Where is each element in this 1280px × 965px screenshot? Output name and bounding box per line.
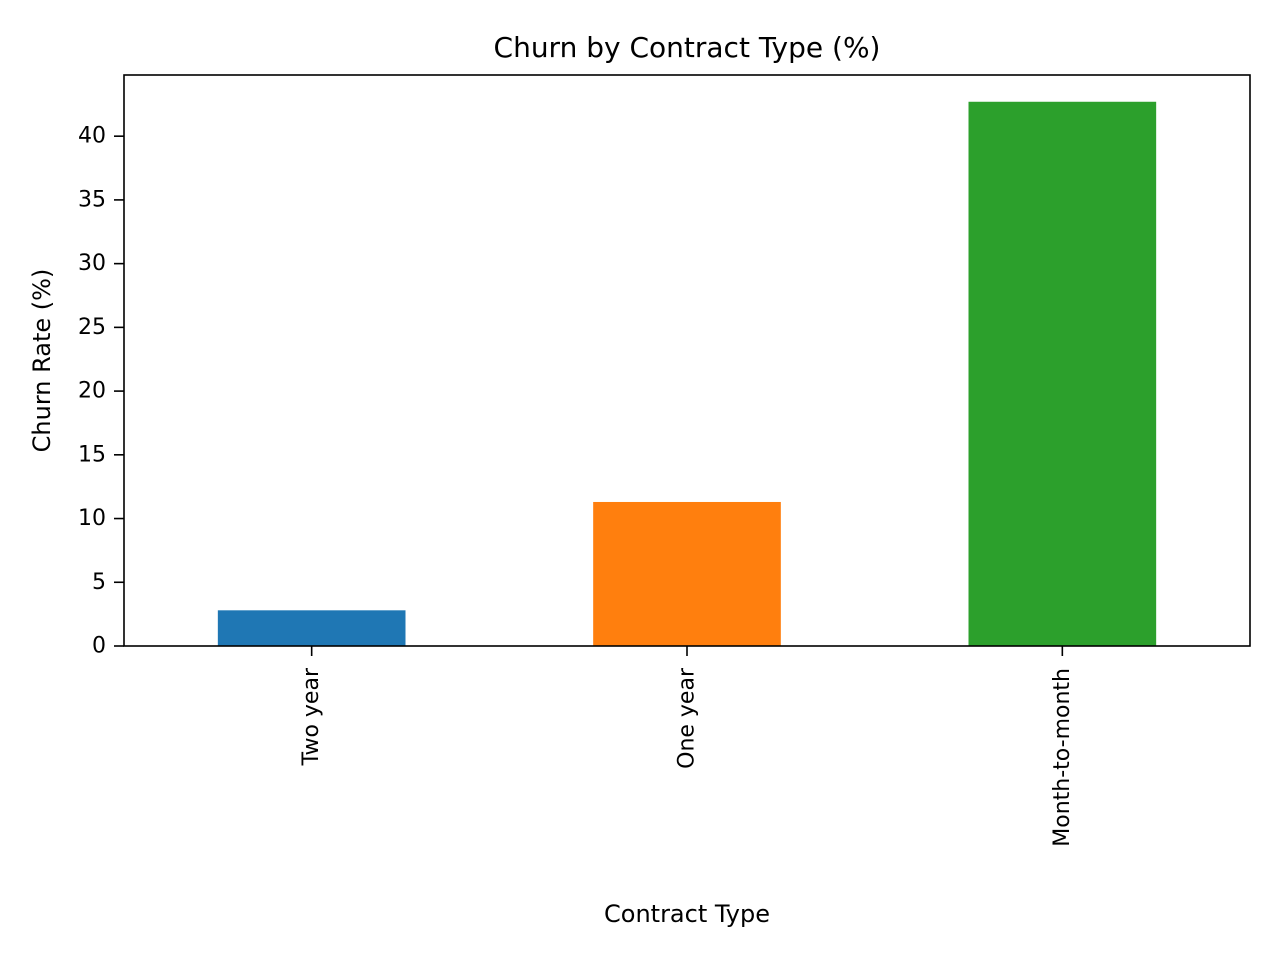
- x-axis-label: Contract Type: [604, 900, 770, 928]
- y-tick-label: 25: [78, 315, 106, 340]
- y-tick-label: 35: [78, 187, 106, 212]
- x-tick-label: Month-to-month: [1050, 668, 1075, 847]
- y-tick-label: 20: [78, 379, 106, 404]
- x-axis-ticks: Two year One year Month-to-month: [299, 646, 1075, 847]
- chart-title: Churn by Contract Type (%): [494, 31, 881, 64]
- x-tick-label: Two year: [299, 667, 324, 766]
- y-axis-ticks: 0 5 10 15 20 25 30 35 40: [78, 124, 124, 659]
- y-tick-label: 0: [92, 634, 106, 659]
- y-tick-label: 40: [78, 124, 106, 149]
- bars-layer: [217, 101, 1157, 646]
- y-tick-label: 30: [78, 251, 106, 276]
- y-tick-label: 10: [78, 506, 106, 531]
- bar-month-to-month: [968, 101, 1157, 646]
- y-axis-label: Churn Rate (%): [28, 269, 56, 453]
- y-tick-label: 5: [92, 570, 106, 595]
- bar-one-year: [593, 501, 781, 646]
- x-tick-label: One year: [675, 667, 700, 769]
- y-tick-label: 15: [78, 442, 106, 467]
- plot-area-frame: [123, 74, 1251, 647]
- bar-two-year: [217, 610, 406, 646]
